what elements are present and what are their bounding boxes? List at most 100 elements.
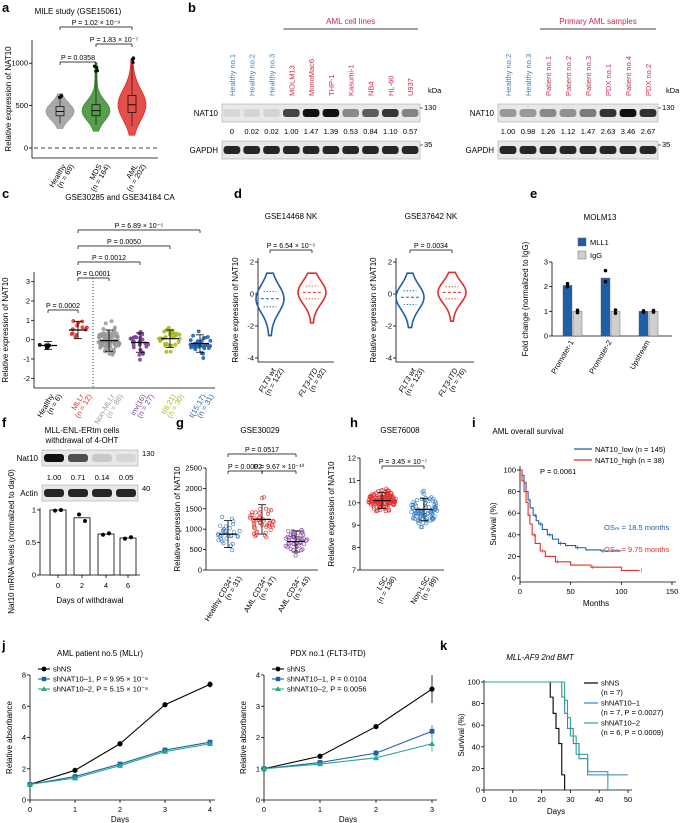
legend-marker bbox=[41, 686, 47, 691]
band-quantification: 0 bbox=[230, 127, 234, 136]
legend-swatch bbox=[577, 250, 587, 260]
band-quantification: 0.57 bbox=[403, 127, 418, 136]
x-tick-label: 0 bbox=[28, 805, 32, 814]
y-tick-label: 3 bbox=[26, 277, 30, 286]
lane-label: HL-60 bbox=[386, 76, 395, 96]
band-quantification: 1.12 bbox=[561, 127, 576, 136]
lane-label: Patient no.2 bbox=[564, 56, 573, 96]
legend-label: NAT10_high (n = 38) bbox=[595, 456, 665, 465]
data-point bbox=[114, 331, 119, 336]
data-point bbox=[421, 488, 426, 493]
data-point bbox=[302, 541, 307, 546]
gapdh-band bbox=[322, 146, 340, 154]
y-tick-label: 1000 bbox=[185, 525, 202, 534]
data-point bbox=[206, 346, 211, 350]
nat10-band bbox=[401, 109, 419, 117]
panel-i: i AML overall survival 0 20 40 60 80 100 Surviva… bbox=[472, 415, 678, 608]
p-value-label: P = 9.67 × 10⁻¹⁰ bbox=[254, 463, 305, 471]
data-point bbox=[418, 511, 423, 516]
blot-strip bbox=[41, 449, 139, 467]
lane-label: MOLM13 bbox=[287, 65, 296, 96]
blot-cell-lines: Healthy no.1 Healthy no.2 Healthy no.3 MOLM… bbox=[190, 17, 442, 160]
gapdh-band bbox=[263, 146, 280, 154]
panel-d: d GSE14468 NK -4 -2 0 2 Relative expression of… bbox=[231, 186, 474, 398]
p-value-label: P = 1.02 × 10⁻⁹ bbox=[72, 20, 121, 27]
marker-triangle bbox=[27, 781, 33, 787]
legend-label: NAT10_low (n = 145) bbox=[595, 445, 666, 454]
data-point bbox=[299, 548, 304, 553]
lane-label: MonoMac6 bbox=[307, 59, 316, 96]
data-point bbox=[168, 349, 173, 354]
data-point bbox=[258, 506, 263, 511]
replicate-point bbox=[565, 284, 570, 289]
data-point bbox=[301, 532, 306, 537]
y-tick-label: 0 bbox=[512, 574, 516, 583]
y-axis-label: Survival (%) bbox=[489, 502, 498, 545]
blot-strip bbox=[497, 103, 659, 123]
data-point bbox=[101, 327, 106, 331]
y-tick-label: 1 bbox=[32, 506, 36, 515]
data-point bbox=[430, 498, 435, 503]
nat10-band bbox=[539, 109, 557, 117]
replicate-point bbox=[83, 519, 87, 524]
subplot-0: GSE14468 NK -4 -2 0 2 Relative expression of … bbox=[231, 212, 334, 398]
p-value-label: P = 0.0002 bbox=[46, 303, 80, 310]
data-point bbox=[297, 543, 302, 548]
replicate-point bbox=[603, 268, 608, 273]
panel-letter: k bbox=[440, 638, 448, 653]
y-tick-label: 3 bbox=[544, 258, 548, 267]
mrna-bar bbox=[97, 533, 115, 576]
nat10-band bbox=[639, 109, 657, 117]
kda-unit: kDa bbox=[666, 86, 680, 95]
x-axis-label: Days bbox=[339, 815, 357, 823]
mrna-bar bbox=[49, 509, 67, 576]
data-point bbox=[414, 498, 419, 503]
panel-letter: e bbox=[530, 186, 537, 201]
data-point bbox=[205, 335, 210, 339]
gapdh-band bbox=[519, 146, 537, 154]
gapdh-band bbox=[223, 146, 241, 154]
legend-marker bbox=[275, 686, 281, 691]
p-value-label: P = 0.0517 bbox=[245, 447, 279, 454]
kda-marker: 35 bbox=[662, 140, 670, 149]
marker-square bbox=[429, 728, 435, 734]
data-point bbox=[201, 356, 206, 360]
data-point bbox=[286, 538, 291, 543]
y-tick-label: 60 bbox=[508, 509, 516, 518]
band-quantification: 0.02 bbox=[264, 127, 279, 136]
gapdh-band bbox=[639, 146, 657, 154]
data-point bbox=[230, 548, 235, 553]
y-tick-label: 1000 bbox=[11, 59, 28, 68]
actin-band bbox=[116, 489, 136, 497]
legend-label: MLL1 bbox=[590, 238, 609, 247]
data-point bbox=[375, 508, 380, 513]
nat10-band bbox=[559, 109, 577, 117]
gapdh-band bbox=[342, 146, 360, 154]
y-tick-label: 7 bbox=[352, 566, 356, 575]
panel-letter: h bbox=[350, 415, 358, 430]
lane-label: U937 bbox=[406, 78, 415, 96]
nat10-band bbox=[92, 454, 112, 462]
data-point bbox=[171, 330, 176, 335]
blot-strip bbox=[41, 484, 139, 502]
y-tick-label: 100 bbox=[503, 466, 516, 475]
outlier-point bbox=[95, 68, 99, 73]
violin-shape bbox=[297, 272, 327, 324]
data-point bbox=[109, 319, 114, 324]
band-quantification: 2.67 bbox=[641, 127, 656, 136]
blot-row-label: GAPDH bbox=[466, 146, 495, 155]
subplot-title: PDX no.1 (FLT3-ITD) bbox=[290, 649, 366, 658]
panel-title: GSE76008 bbox=[380, 426, 420, 435]
y-tick-label: 8 bbox=[352, 543, 356, 552]
data-point bbox=[116, 340, 121, 345]
data-point bbox=[111, 347, 116, 352]
x-tick-label: 2 bbox=[118, 805, 122, 814]
data-point bbox=[97, 332, 102, 337]
panel-letter: g bbox=[176, 415, 184, 430]
outlier-point bbox=[131, 60, 135, 65]
y-tick-label: 10 bbox=[348, 498, 356, 507]
blot-strip bbox=[221, 140, 421, 160]
data-point bbox=[128, 336, 133, 341]
data-point bbox=[263, 506, 268, 511]
